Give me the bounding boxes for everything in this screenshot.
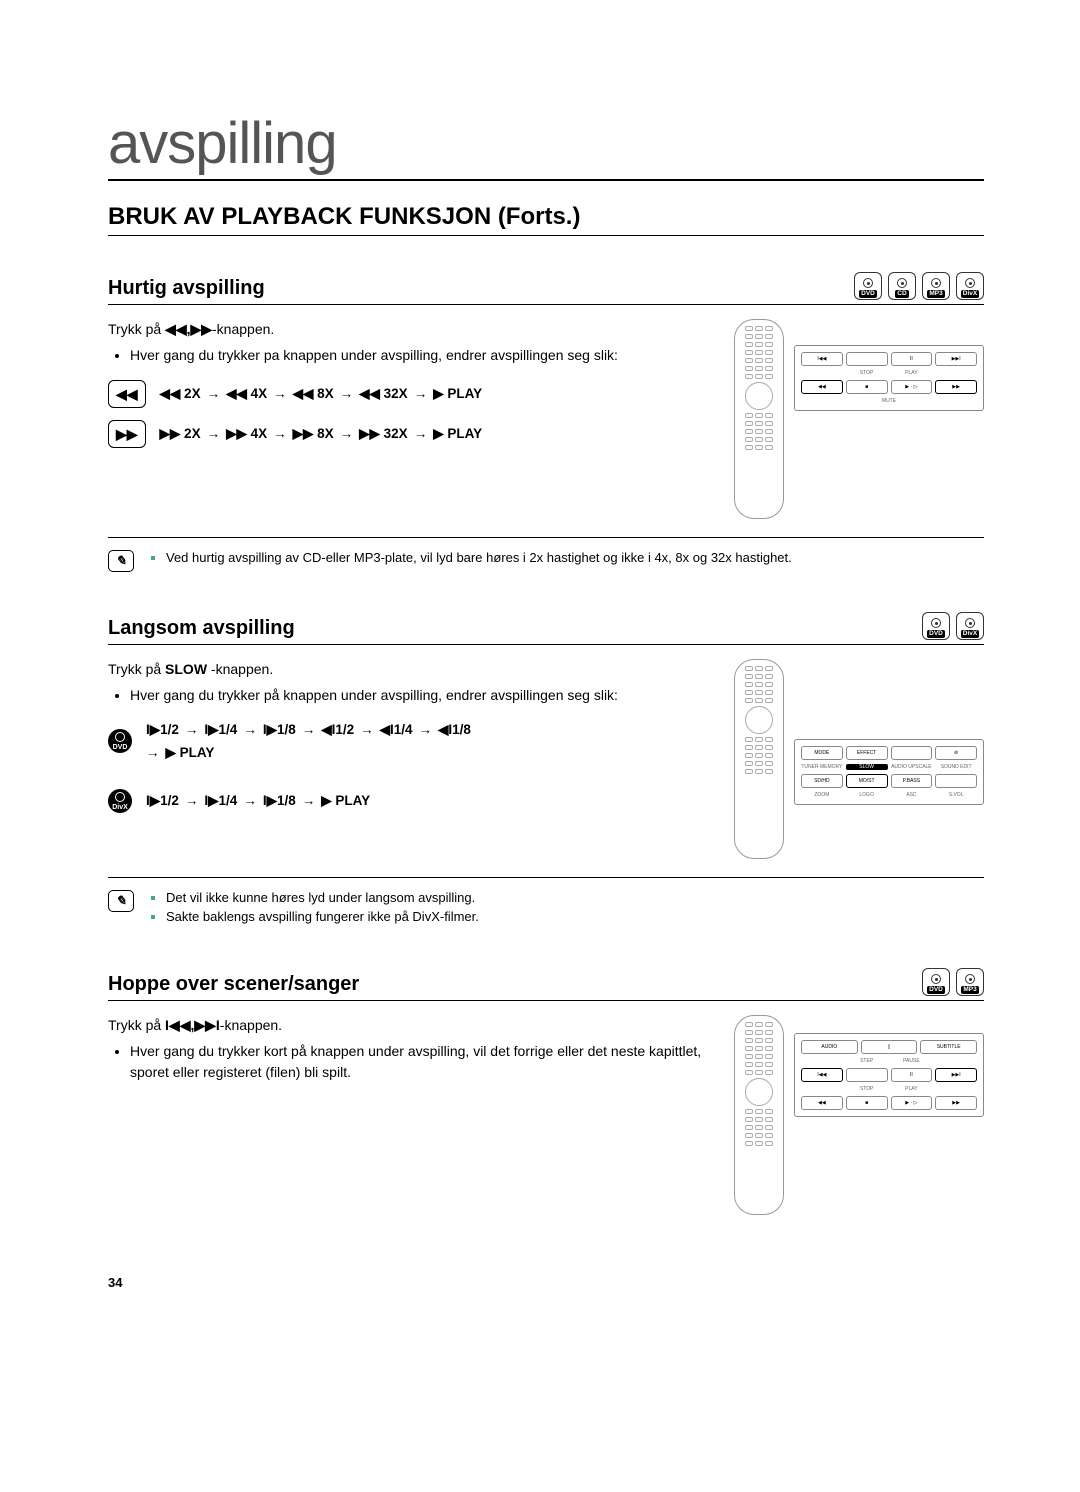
hurtig-callout: I◀◀II▶▶I STOPPLAY ◀◀ ■ ▶ · ▷ ▶▶ MUTE <box>794 345 984 411</box>
chapter-title: avspilling <box>108 110 984 181</box>
skip-icons: I◀◀,▶▶I <box>165 1017 220 1033</box>
badge-cd: CD <box>888 272 916 300</box>
hoppe-title: Hoppe over scener/sanger <box>108 973 359 996</box>
hurtig-ff-row: ▶▶ ▶▶ 2X→ ▶▶ 4X→ ▶▶ 8X→ ▶▶ 32X→ ▶ PLAY <box>108 420 708 448</box>
hoppe-callout: AUDIO▯SUBTITLE STEPPAUSE I◀◀II▶▶I STOPPL… <box>794 1033 984 1117</box>
rewind-button-icon: ◀◀ <box>108 380 146 408</box>
badge-dvd: DVD <box>854 272 882 300</box>
remote-outline <box>734 1015 784 1215</box>
langsom-title: Langsom avspilling <box>108 617 295 640</box>
hurtig-title: Hurtig avspilling <box>108 277 265 300</box>
hoppe-remote-diagram: AUDIO▯SUBTITLE STEPPAUSE I◀◀II▶▶I STOPPL… <box>734 1015 984 1215</box>
note-icon: ✎ <box>108 890 134 912</box>
dvd-disc-icon: DVD <box>108 729 132 753</box>
hoppe-press: Trykk på I◀◀,▶▶I-knappen. <box>108 1015 708 1035</box>
badge-dvd: DVD <box>922 968 950 996</box>
langsom-dvd-row: DVD I▶1/2→ I▶1/4→ I▶1/8→ ◀I1/2→ ◀I1/4→ ◀… <box>108 720 708 763</box>
langsom-divx-row: DivX I▶1/2→ I▶1/4→ I▶1/8→ ▶ PLAY <box>108 789 708 813</box>
langsom-badges: DVD DivX <box>922 612 984 640</box>
langsom-callout: MODEEFFECT⊘ TUNER MEMORY SLOW AUDIO UPSC… <box>794 739 984 805</box>
section-hurtig: Hurtig avspilling DVD CD MP3 DivX Trykk … <box>108 272 984 572</box>
hoppe-badges: DVD MP3 <box>922 968 984 996</box>
hurtig-remote-diagram: I◀◀II▶▶I STOPPLAY ◀◀ ■ ▶ · ▷ ▶▶ MUTE <box>734 319 984 519</box>
hurtig-note: ✎ Ved hurtig avspilling av CD-eller MP3-… <box>108 537 984 572</box>
hurtig-rew-row: ◀◀ ◀◀ 2X→ ◀◀ 4X→ ◀◀ 8X→ ◀◀ 32X→ ▶ PLAY <box>108 380 708 408</box>
section-langsom: Langsom avspilling DVD DivX Trykk på SLO… <box>108 612 984 928</box>
hurtig-badges: DVD CD MP3 DivX <box>854 272 984 300</box>
rew-ff-icon: ◀◀,▶▶ <box>165 321 212 337</box>
badge-divx: DivX <box>956 612 984 640</box>
langsom-remote-diagram: MODEEFFECT⊘ TUNER MEMORY SLOW AUDIO UPSC… <box>734 659 984 859</box>
langsom-press: Trykk på SLOW -knappen. <box>108 659 708 679</box>
langsom-bullet: Hver gang du trykker på knappen under av… <box>130 685 708 705</box>
divx-disc-icon: DivX <box>108 789 132 813</box>
hurtig-bullet: Hver gang du trykker pa knappen under av… <box>130 345 708 365</box>
badge-mp3: MP3 <box>956 968 984 996</box>
page-number: 34 <box>108 1275 984 1290</box>
remote-outline <box>734 659 784 859</box>
langsom-note: ✎ Det vil ikke kunne høres lyd under lan… <box>108 877 984 928</box>
ffwd-button-icon: ▶▶ <box>108 420 146 448</box>
note-icon: ✎ <box>108 550 134 572</box>
badge-divx: DivX <box>956 272 984 300</box>
hurtig-press: Trykk på ◀◀,▶▶-knappen. <box>108 319 708 339</box>
main-heading: BRUK AV PLAYBACK FUNKSJON (Forts.) <box>108 203 984 236</box>
section-hoppe: Hoppe over scener/sanger DVD MP3 Trykk p… <box>108 968 984 1215</box>
badge-dvd: DVD <box>922 612 950 640</box>
hoppe-bullet: Hver gang du trykker kort på knappen und… <box>130 1041 708 1082</box>
badge-mp3: MP3 <box>922 272 950 300</box>
remote-outline <box>734 319 784 519</box>
